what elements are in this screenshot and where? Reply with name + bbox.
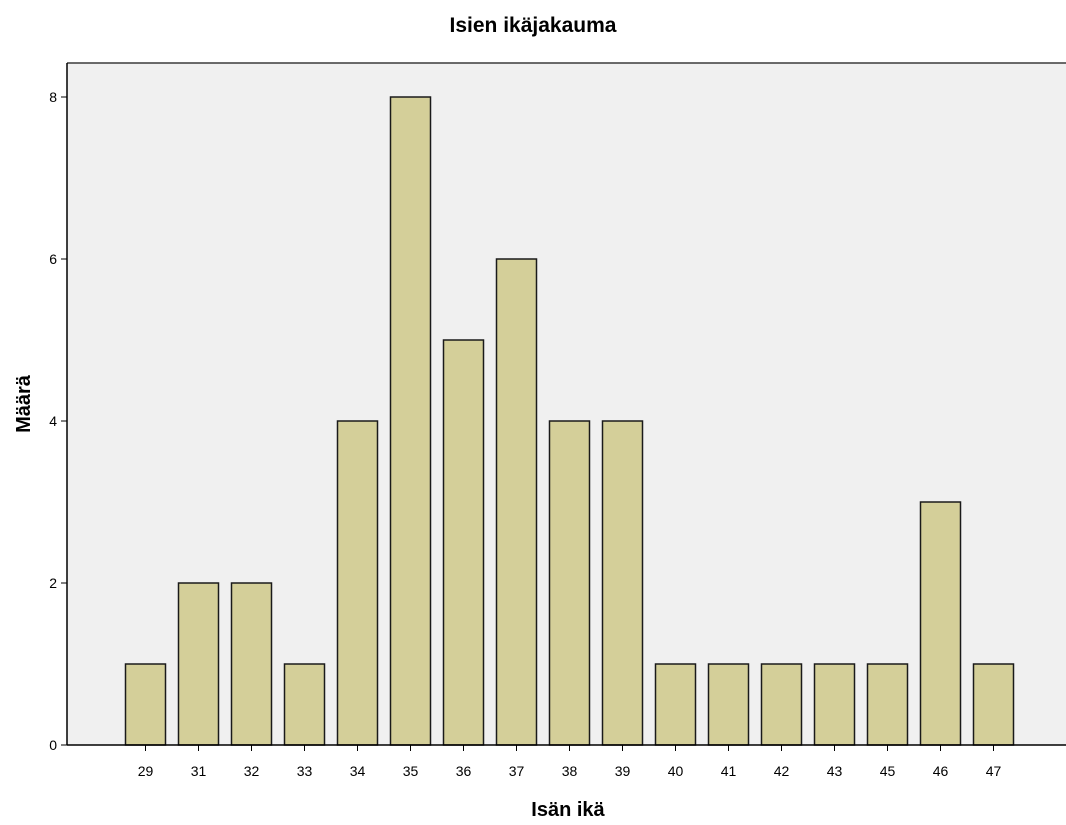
bar-40 (654, 663, 697, 746)
y-ticks-group: 0 2 4 6 8 (49, 89, 67, 753)
bar-43 (813, 663, 856, 746)
x-tick-label-43: 43 (827, 763, 843, 779)
x-tick-label-34: 34 (350, 763, 366, 779)
x-tick-label-35: 35 (403, 763, 419, 779)
bar-37 (495, 258, 538, 746)
bar-32 (230, 582, 273, 746)
x-tick-label-29: 29 (138, 763, 154, 779)
bar-45 (866, 663, 909, 746)
x-tick-label-42: 42 (774, 763, 790, 779)
bar-38 (548, 420, 591, 746)
x-ticks-group: 29 31 32 33 34 35 36 37 38 39 40 41 42 43 45 46 47 (138, 745, 1002, 779)
bar-34 (336, 420, 379, 746)
y-tick-label-8: 8 (49, 89, 57, 105)
x-tick-label-45: 45 (880, 763, 896, 779)
bar-42 (760, 663, 803, 746)
bar-33 (283, 663, 326, 746)
y-tick-label-4: 4 (49, 413, 57, 429)
y-tick-label-2: 2 (49, 575, 57, 591)
y-tick-label-0: 0 (49, 737, 57, 753)
x-tick-label-39: 39 (615, 763, 631, 779)
x-tick-label-36: 36 (456, 763, 472, 779)
x-tick-label-46: 46 (933, 763, 949, 779)
x-tick-label-41: 41 (721, 763, 737, 779)
bar-29 (124, 663, 167, 746)
chart-title: Isien ikäjakauma (450, 14, 617, 37)
bar-35 (389, 96, 432, 746)
y-tick-label-6: 6 (49, 251, 57, 267)
x-tick-label-37: 37 (509, 763, 525, 779)
x-tick-label-31: 31 (191, 763, 207, 779)
x-tick-label-38: 38 (562, 763, 578, 779)
bar-47 (972, 663, 1015, 746)
bar-31 (177, 582, 220, 746)
bar-46 (919, 501, 962, 746)
bars-group (124, 96, 1015, 746)
x-tick-label-47: 47 (986, 763, 1002, 779)
x-tick-label-33: 33 (297, 763, 313, 779)
bar-36 (442, 339, 485, 746)
bar-39 (601, 420, 644, 746)
y-axis-title: Määrä (13, 374, 35, 433)
x-tick-label-32: 32 (244, 763, 260, 779)
bar-41 (707, 663, 750, 746)
x-tick-label-40: 40 (668, 763, 684, 779)
x-axis-title: Isän ikä (531, 799, 605, 821)
